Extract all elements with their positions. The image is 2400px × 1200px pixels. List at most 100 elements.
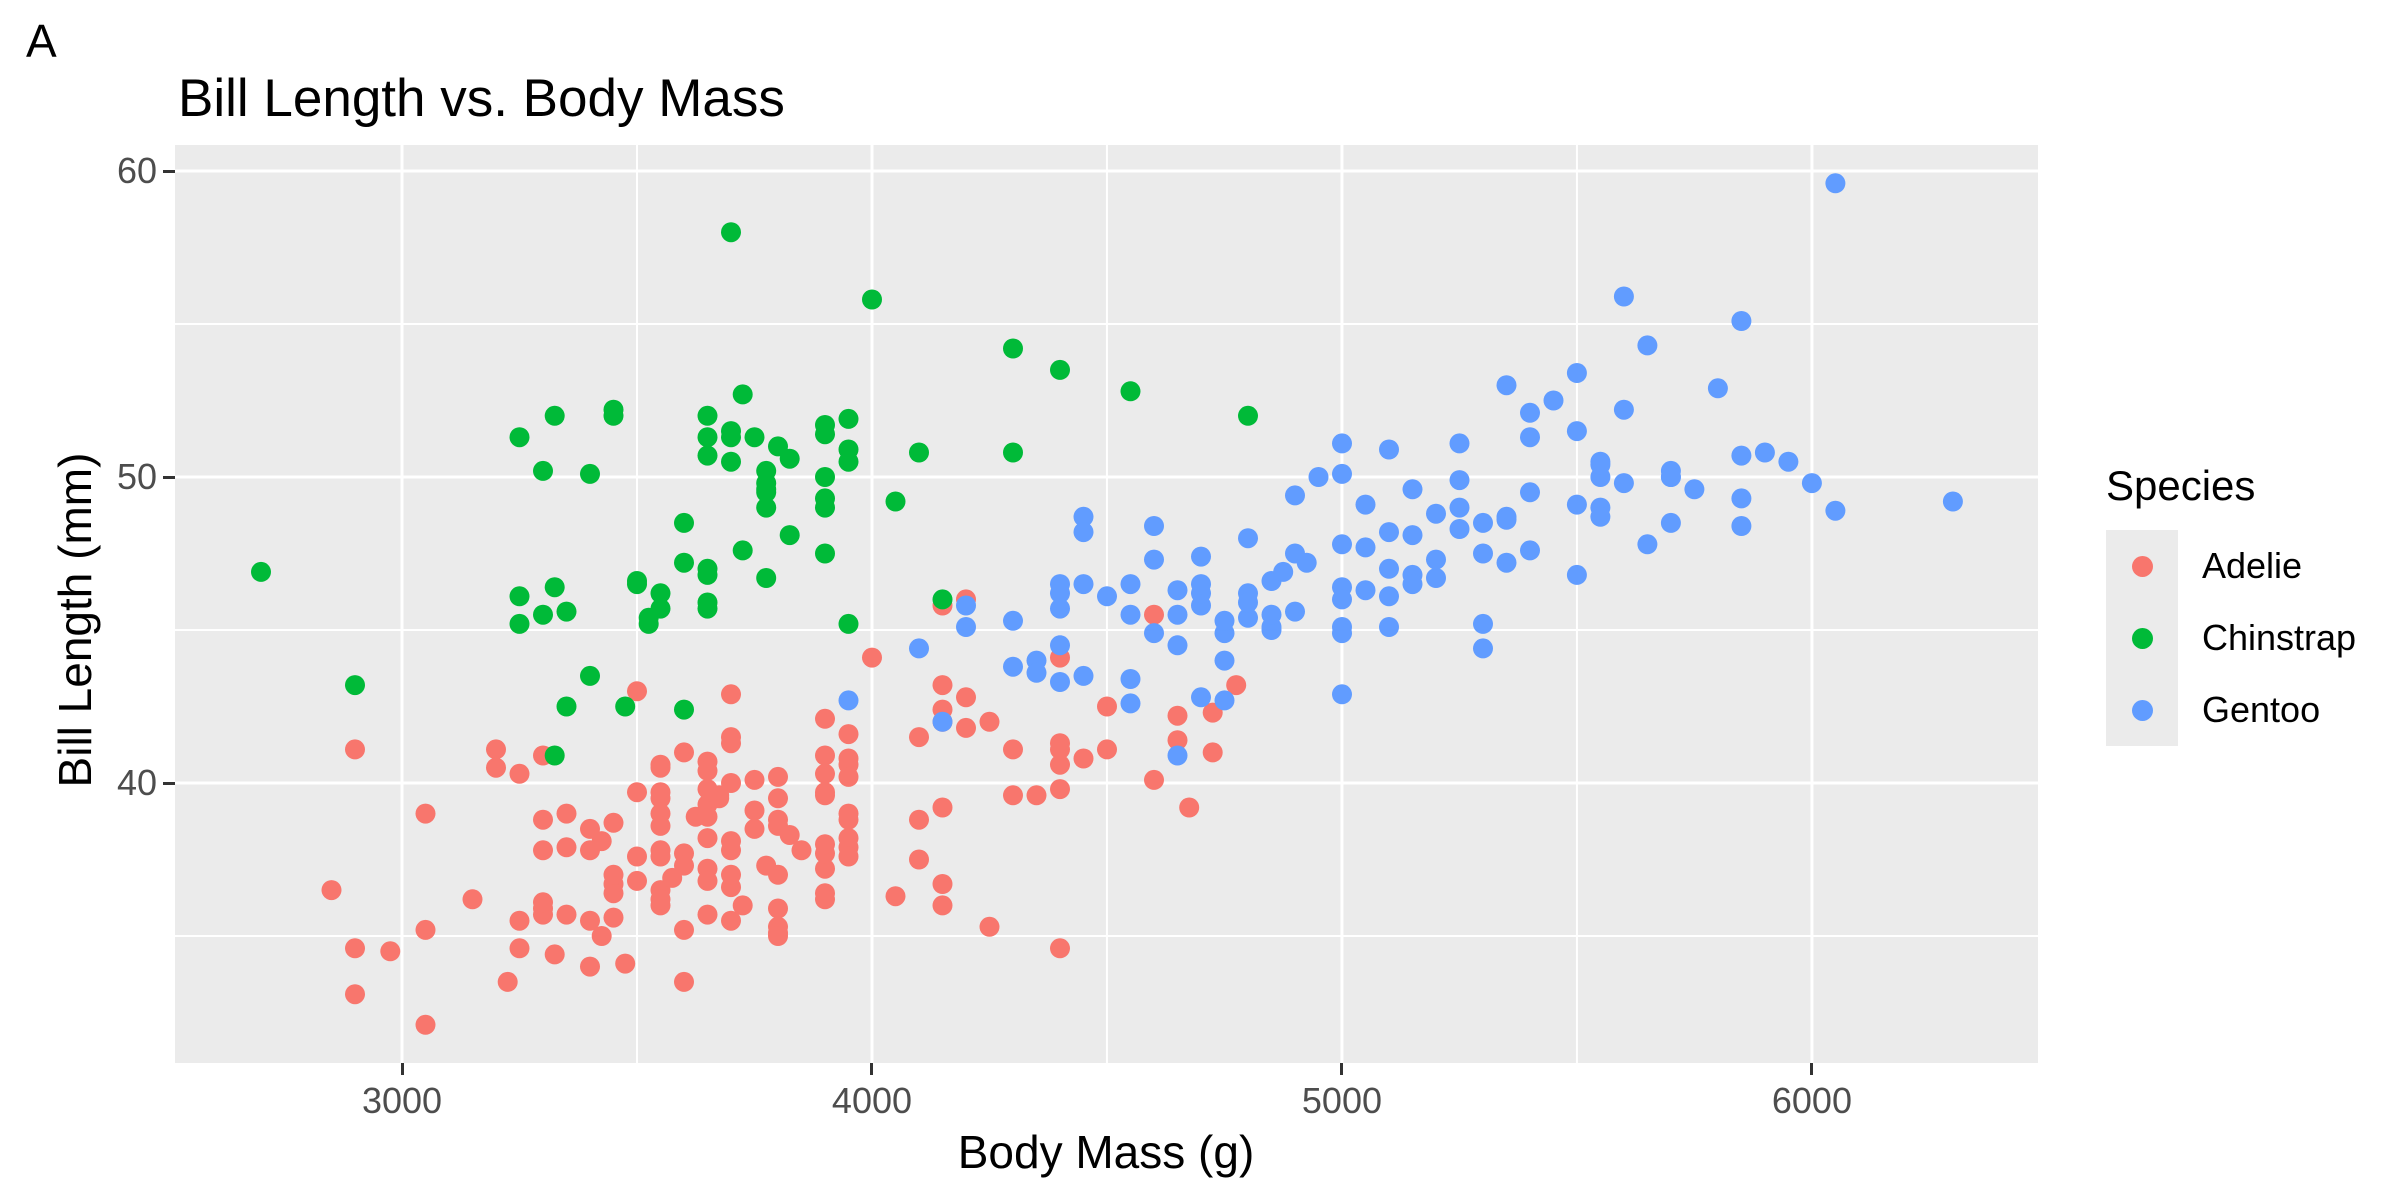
data-point-adelie bbox=[580, 910, 600, 931]
data-point-gentoo bbox=[1590, 506, 1611, 527]
data-point-chinstrap bbox=[815, 467, 835, 487]
data-point-gentoo bbox=[1566, 363, 1587, 383]
data-point-adelie bbox=[768, 864, 788, 885]
data-point-gentoo bbox=[1731, 445, 1752, 466]
data-point-adelie bbox=[838, 803, 859, 824]
data-point-gentoo bbox=[1073, 506, 1094, 527]
data-point-gentoo bbox=[1825, 173, 1846, 194]
data-point-gentoo bbox=[1120, 574, 1141, 595]
data-point-gentoo bbox=[1731, 516, 1752, 536]
data-point-gentoo bbox=[1167, 745, 1188, 766]
data-point-adelie bbox=[486, 757, 506, 778]
legend-label: Gentoo bbox=[2202, 689, 2321, 730]
data-point-adelie bbox=[674, 855, 694, 876]
x-tick-label: 5000 bbox=[1301, 1080, 1382, 1121]
data-point-adelie bbox=[591, 831, 612, 852]
data-point-gentoo bbox=[1379, 558, 1399, 579]
data-point-gentoo bbox=[1003, 610, 1023, 631]
plot-panel bbox=[175, 145, 2038, 1063]
data-point-adelie bbox=[838, 724, 859, 745]
data-point-gentoo bbox=[909, 638, 929, 659]
data-point-adelie bbox=[768, 926, 788, 946]
data-point-adelie bbox=[650, 840, 671, 861]
data-point-adelie bbox=[674, 919, 694, 940]
data-point-gentoo bbox=[932, 711, 953, 732]
data-point-chinstrap bbox=[580, 463, 600, 484]
data-point-adelie bbox=[815, 858, 835, 879]
data-point-gentoo bbox=[1731, 311, 1752, 331]
data-point-gentoo bbox=[1731, 488, 1752, 509]
data-point-adelie bbox=[1179, 797, 1200, 818]
legend-item-adelie: Adelie bbox=[2106, 530, 2356, 602]
data-point-adelie bbox=[979, 916, 1000, 937]
data-point-adelie bbox=[1003, 785, 1023, 806]
data-point-gentoo bbox=[1308, 467, 1329, 487]
x-tick-label: 3000 bbox=[361, 1080, 443, 1121]
data-point-adelie bbox=[956, 717, 976, 738]
data-point-gentoo bbox=[1167, 580, 1188, 601]
data-point-chinstrap bbox=[1120, 381, 1141, 402]
data-point-chinstrap bbox=[697, 427, 718, 448]
data-point-adelie bbox=[509, 763, 530, 784]
data-point-chinstrap bbox=[674, 699, 694, 720]
data-point-chinstrap bbox=[697, 405, 718, 426]
data-point-gentoo bbox=[1402, 574, 1423, 595]
data-point-adelie bbox=[615, 953, 636, 974]
data-point-gentoo bbox=[1566, 494, 1587, 515]
data-point-chinstrap bbox=[615, 696, 636, 717]
legend-swatch-gentoo bbox=[2131, 699, 2153, 721]
data-point-adelie bbox=[815, 782, 835, 803]
data-point-chinstrap bbox=[932, 589, 953, 610]
data-point-adelie bbox=[1073, 748, 1094, 769]
legend-item-gentoo: Gentoo bbox=[2106, 674, 2356, 746]
x-tick-mark bbox=[1340, 1063, 1344, 1075]
data-point-gentoo bbox=[1332, 589, 1352, 610]
y-tick-label: 60 bbox=[116, 150, 157, 191]
data-point-chinstrap bbox=[885, 491, 906, 512]
data-point-adelie bbox=[486, 739, 506, 760]
data-point-gentoo bbox=[1003, 656, 1023, 677]
data-point-gentoo bbox=[1332, 463, 1352, 484]
data-point-adelie bbox=[591, 926, 612, 946]
data-point-chinstrap bbox=[721, 421, 741, 442]
data-point-chinstrap bbox=[721, 451, 741, 472]
data-point-gentoo bbox=[1296, 552, 1317, 573]
data-point-gentoo bbox=[1120, 669, 1141, 689]
data-point-adelie bbox=[415, 1014, 436, 1035]
data-point-adelie bbox=[1202, 742, 1223, 763]
data-point-adelie bbox=[509, 910, 530, 931]
data-point-gentoo bbox=[1637, 335, 1658, 356]
data-point-gentoo bbox=[1613, 399, 1634, 420]
data-point-gentoo bbox=[1191, 574, 1211, 595]
data-point-chinstrap bbox=[1003, 338, 1023, 359]
y-tick-mark bbox=[163, 169, 175, 173]
data-point-chinstrap bbox=[533, 604, 553, 625]
data-point-chinstrap bbox=[650, 583, 671, 604]
data-point-chinstrap bbox=[544, 405, 565, 426]
x-tick-mark bbox=[1810, 1063, 1814, 1075]
data-point-gentoo bbox=[1238, 592, 1258, 613]
data-point-adelie bbox=[932, 675, 953, 696]
data-point-gentoo bbox=[1426, 568, 1446, 588]
data-point-chinstrap bbox=[721, 222, 741, 243]
data-point-gentoo bbox=[1426, 503, 1446, 524]
data-point-gentoo bbox=[1167, 635, 1188, 656]
data-point-chinstrap bbox=[638, 613, 659, 634]
data-point-gentoo bbox=[1473, 613, 1493, 634]
data-point-gentoo bbox=[1613, 286, 1634, 307]
data-point-gentoo bbox=[1238, 607, 1258, 628]
data-point-chinstrap bbox=[544, 745, 565, 766]
data-point-adelie bbox=[603, 864, 624, 885]
data-point-chinstrap bbox=[345, 675, 365, 696]
data-point-adelie bbox=[544, 944, 565, 965]
data-point-adelie bbox=[674, 971, 694, 992]
data-point-gentoo bbox=[1214, 610, 1235, 631]
data-point-adelie bbox=[627, 846, 647, 867]
data-point-adelie bbox=[415, 803, 436, 824]
data-point-gentoo bbox=[1449, 470, 1470, 491]
data-point-chinstrap bbox=[674, 512, 694, 533]
data-point-adelie bbox=[815, 763, 835, 784]
data-point-adelie bbox=[556, 904, 577, 925]
data-point-chinstrap bbox=[756, 497, 777, 518]
data-point-adelie bbox=[580, 956, 600, 977]
